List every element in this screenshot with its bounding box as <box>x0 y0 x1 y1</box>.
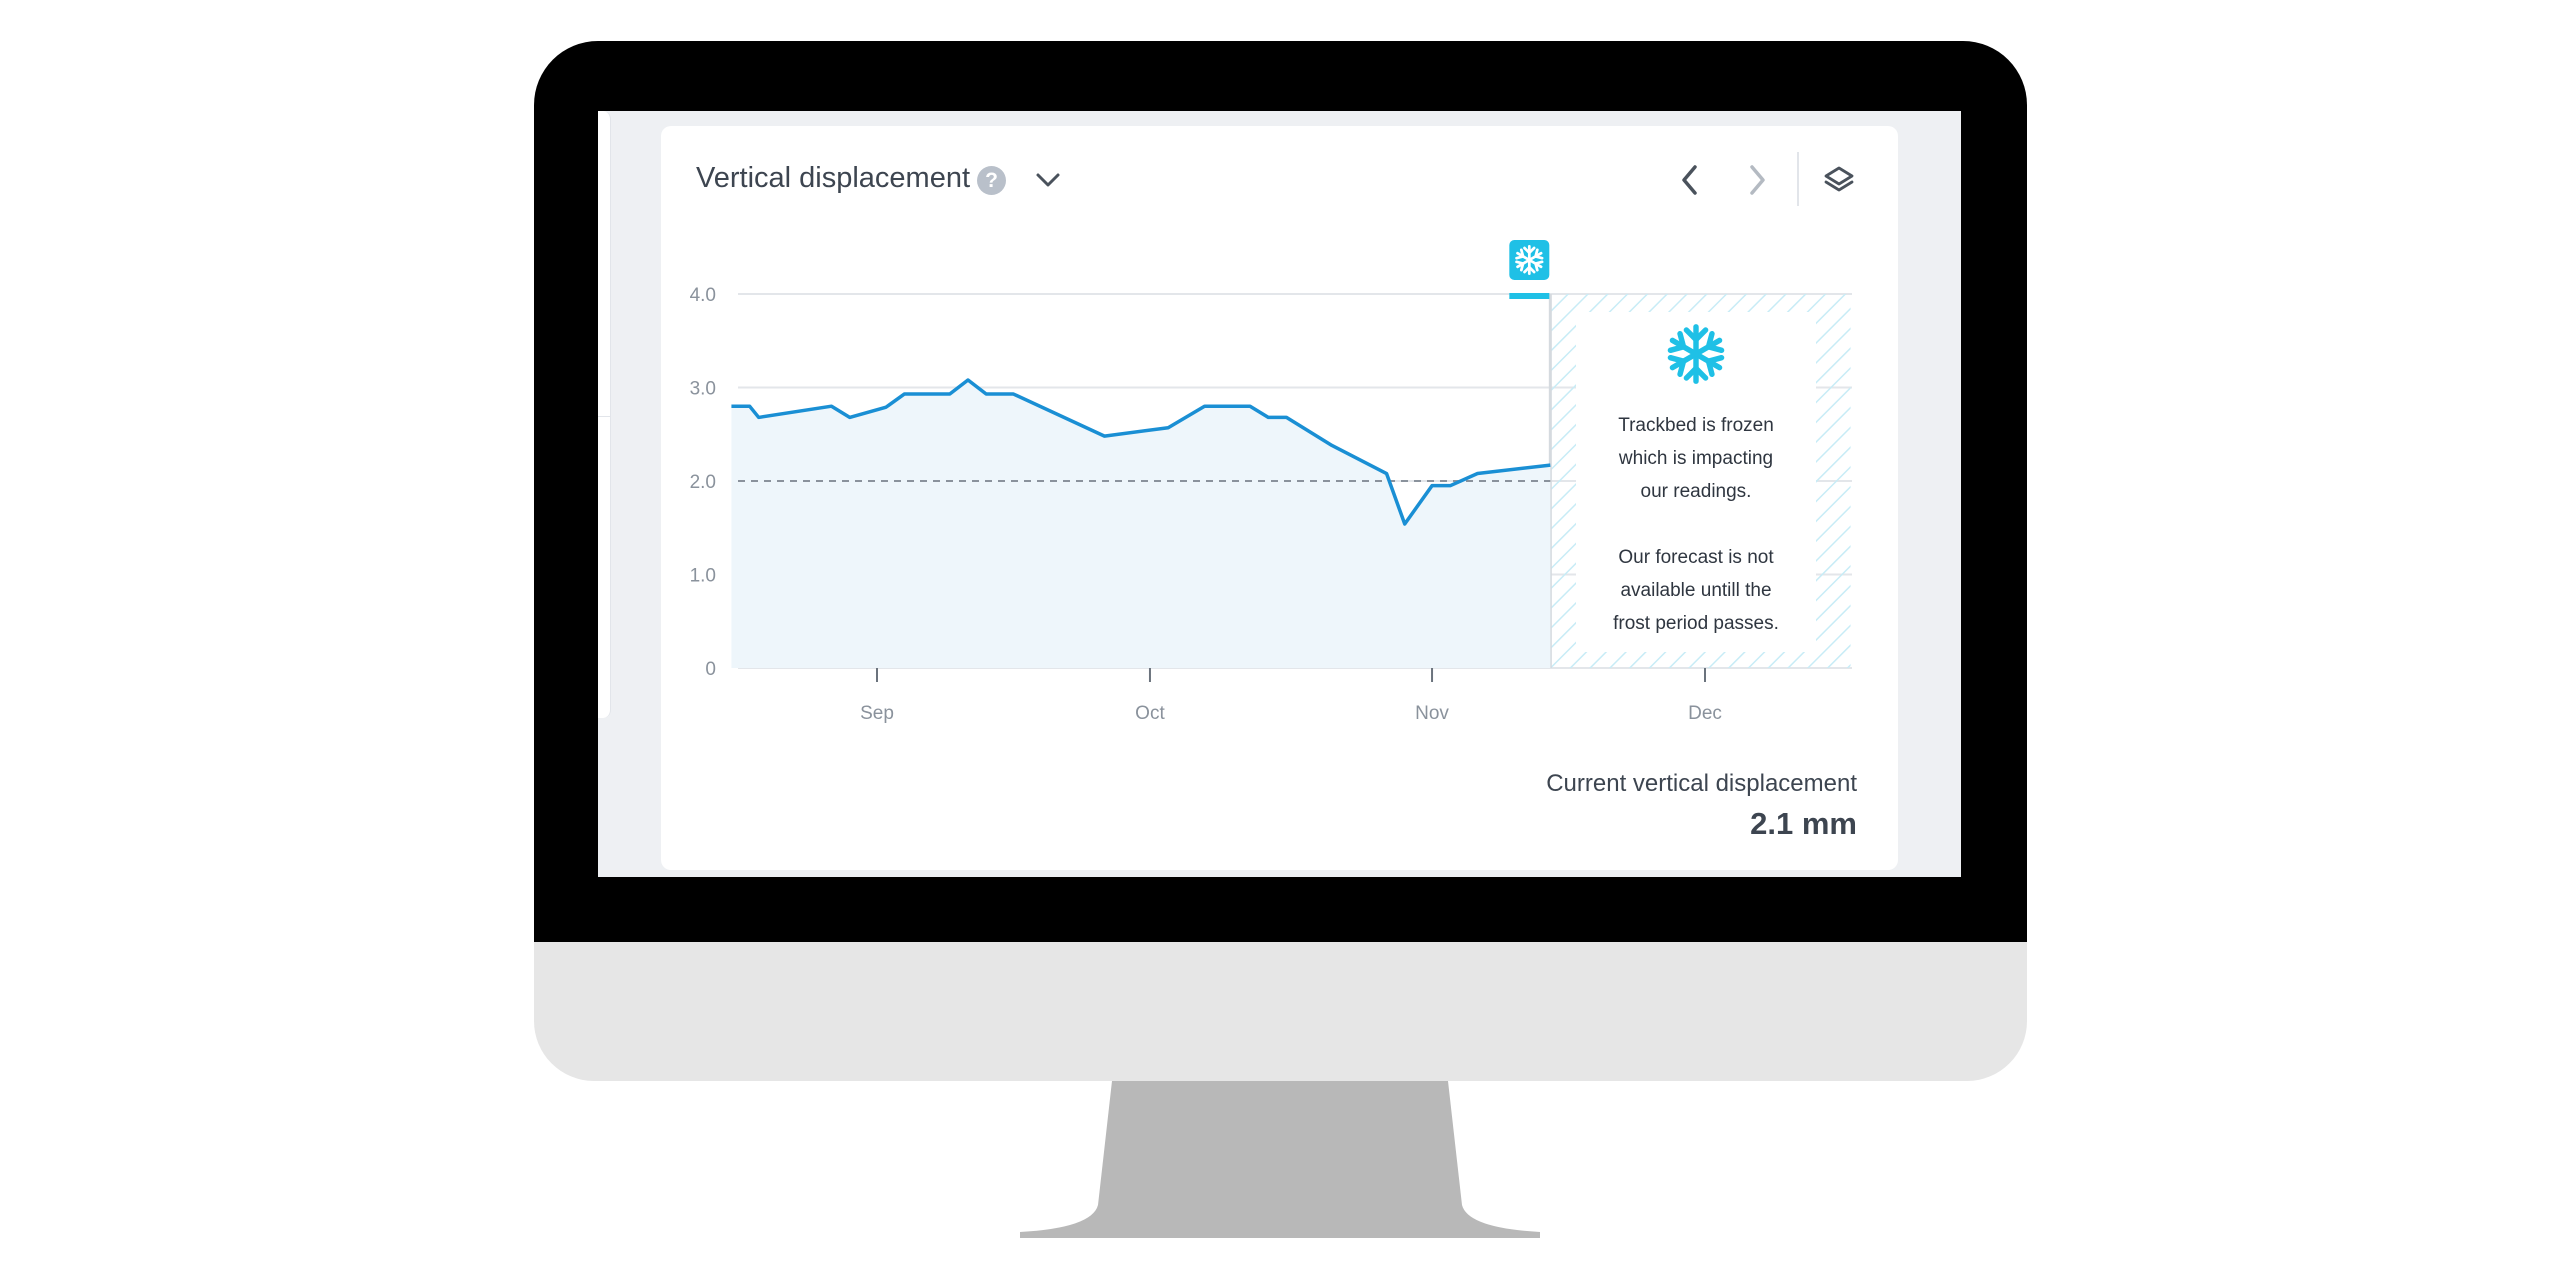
y-tick-label: 2.0 <box>690 472 716 493</box>
series-area <box>731 380 1551 668</box>
chevron-left-icon[interactable] <box>1677 163 1703 197</box>
y-tick-label: 0 <box>705 659 716 680</box>
frost-notice-line: which is impacting <box>1618 448 1774 469</box>
layers-icon[interactable] <box>1822 164 1856 196</box>
frost-notice-line: available untill the <box>1620 580 1772 601</box>
question-circle-icon[interactable]: ? <box>977 166 1006 195</box>
frost-notice-line: Trackbed is frozen <box>1618 415 1774 436</box>
snowflake-icon <box>1664 322 1728 386</box>
series-line <box>731 378 1551 526</box>
current-displacement-value: 2.1 mm <box>1750 806 1857 841</box>
x-tick-label: Dec <box>1688 703 1722 724</box>
side-panel-divider <box>598 416 610 417</box>
chevron-right-icon[interactable] <box>1744 163 1770 197</box>
x-tick-label: Nov <box>1415 703 1449 724</box>
frost-notice-line: frost period passes. <box>1613 613 1779 634</box>
y-tick-label: 1.0 <box>690 566 716 587</box>
chevron-down-icon[interactable] <box>1034 168 1062 192</box>
frost-notice: Trackbed is frozen which is impacting ou… <box>1576 312 1816 652</box>
toolbar-divider <box>1797 152 1799 206</box>
x-tick-label: Oct <box>1135 703 1165 724</box>
x-tick-label: Sep <box>860 703 894 724</box>
y-tick-label: 3.0 <box>690 379 716 400</box>
monitor-chin <box>534 942 2027 1081</box>
widget-title: Vertical displacement <box>696 162 971 194</box>
side-panel <box>598 111 611 718</box>
frost-marker-bar <box>1509 293 1550 299</box>
y-tick-label: 4.0 <box>690 285 716 306</box>
current-displacement-label: Current vertical displacement <box>1546 770 1857 797</box>
frost-notice-line: our readings. <box>1640 481 1752 502</box>
frost-notice-line: Our forecast is not <box>1618 547 1774 568</box>
frost-badge[interactable] <box>1509 240 1550 299</box>
